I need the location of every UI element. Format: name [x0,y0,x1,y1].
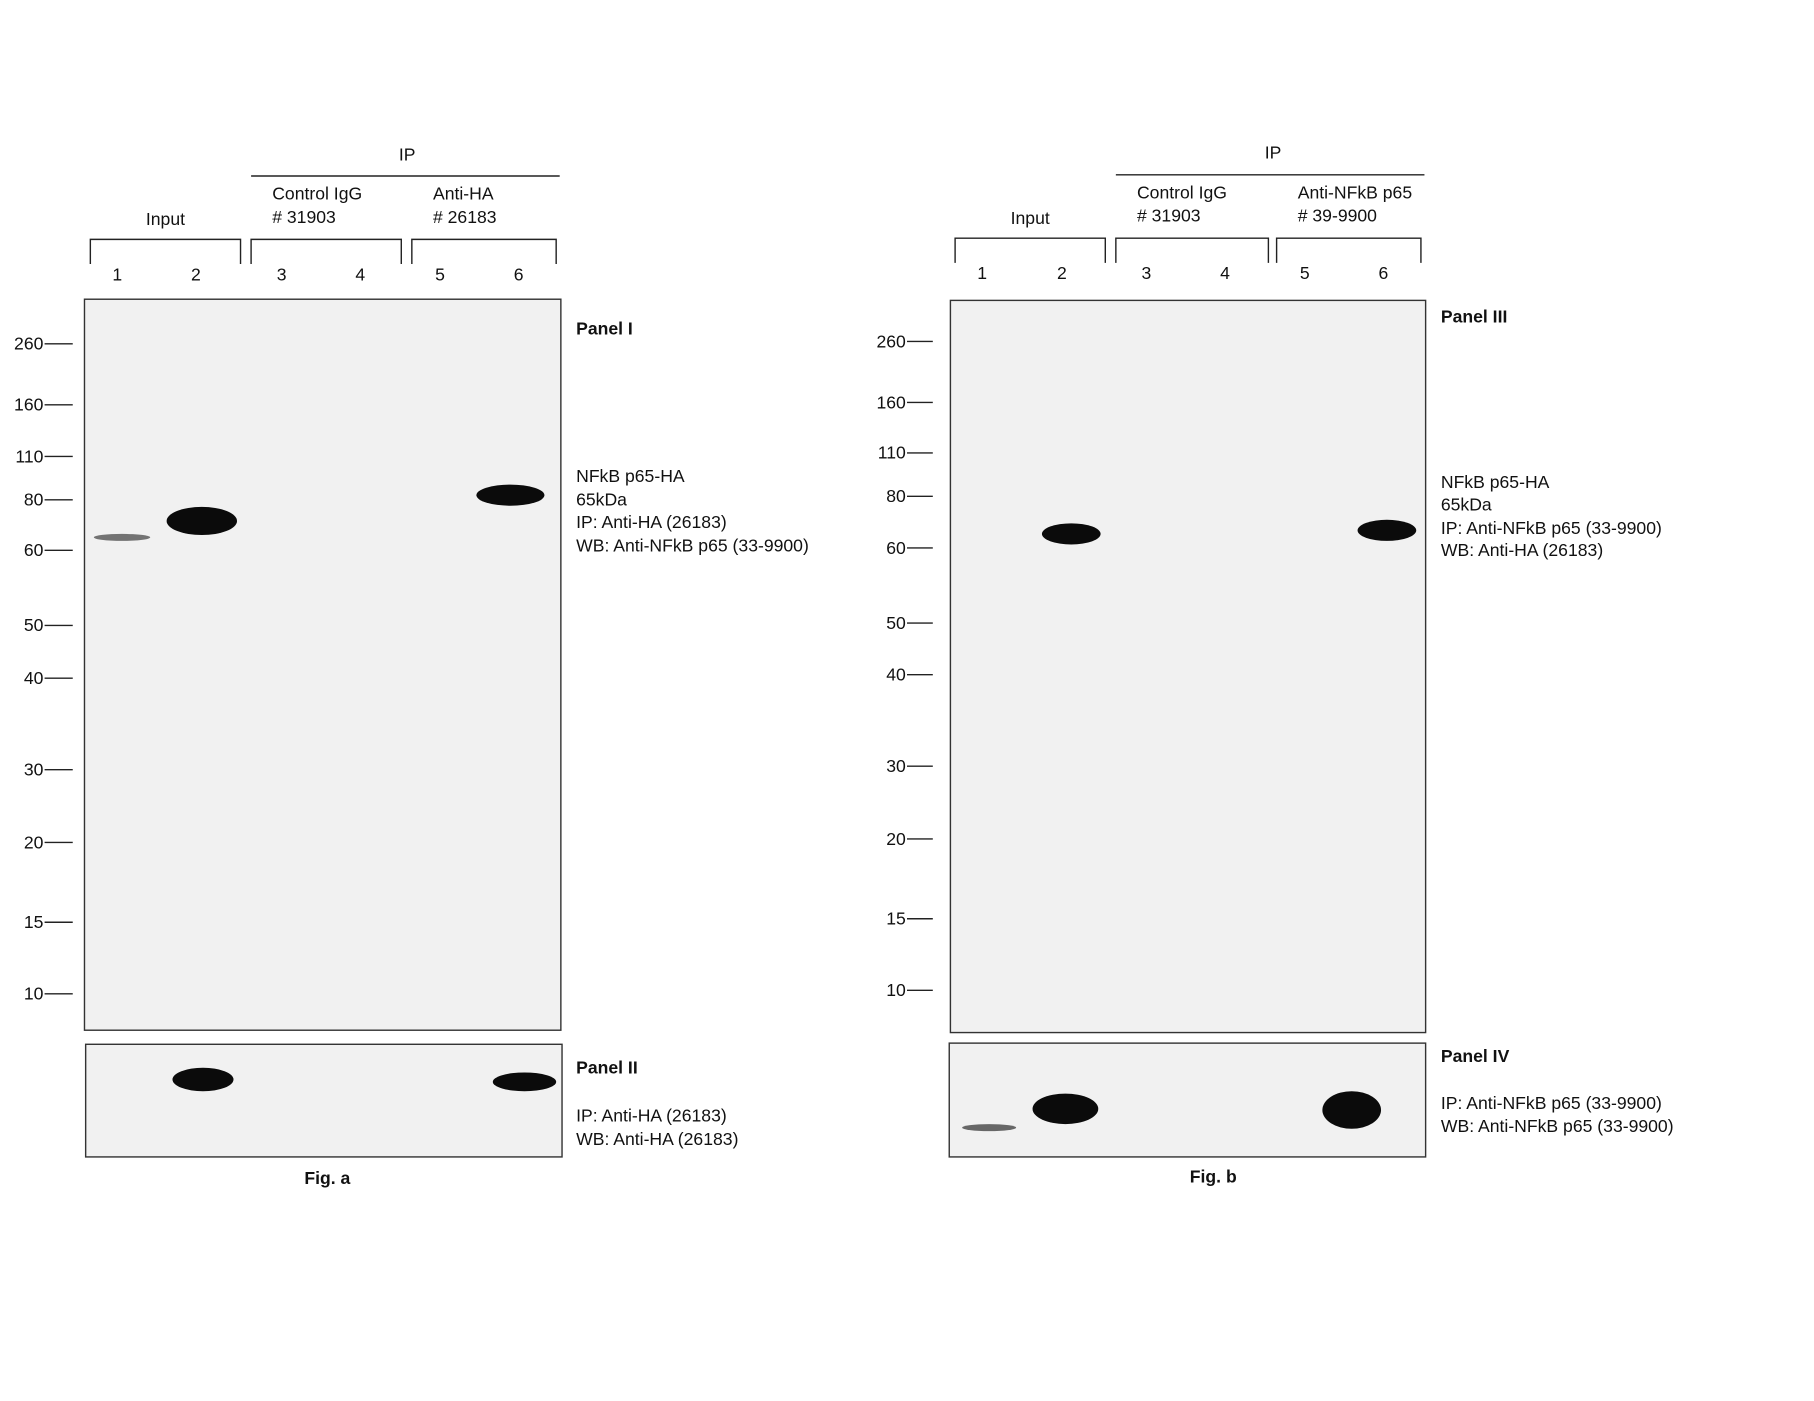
group-label: Anti-HA [433,183,494,203]
panel-name: Panel I [576,318,633,338]
panel-note: IP: Anti-HA (26183) [576,1106,727,1126]
lane-label: 5 [1300,263,1310,283]
marker-label: 160 [876,392,906,412]
marker-label: 30 [24,760,44,780]
group-label: Input [1011,208,1050,228]
lane-label: 6 [514,264,524,284]
panel-note: WB: Anti-HA (26183) [576,1129,738,1149]
group-label: Anti-NFkB p65 [1298,182,1413,202]
lane-label: 2 [1057,263,1067,283]
lane-label: 4 [1220,263,1230,283]
marker-label: 80 [886,486,906,506]
panel-note: NFkB p65-HA [1441,472,1550,492]
figure-caption: Fig. a [304,1168,350,1188]
panel-note: 65kDa [576,490,627,510]
marker-label: 260 [876,331,906,351]
band [476,484,545,506]
ip-label: IP [1265,142,1282,162]
marker-label: 30 [886,756,906,776]
band [172,1067,234,1092]
marker-label: 160 [14,395,44,415]
marker-label: 20 [24,832,44,852]
band [1041,523,1101,545]
blot-panel [84,1043,563,1158]
marker-label: 260 [14,334,44,354]
marker-label: 40 [886,665,906,685]
marker-label: 15 [886,909,906,929]
band [1032,1093,1099,1125]
marker-label: 60 [24,540,44,560]
bracket [954,237,1107,263]
panel-note: NFkB p65-HA [576,466,685,486]
panel-note: IP: Anti-NFkB p65 (33-9900) [1441,518,1662,538]
panel-note: 65kDa [1441,494,1492,514]
group-label: # 31903 [1137,206,1201,226]
marker-label: 110 [878,443,906,463]
panel-note: IP: Anti-NFkB p65 (33-9900) [1441,1093,1662,1113]
group-label: Input [146,209,185,229]
marker-label: 80 [24,490,44,510]
panel-note: WB: Anti-HA (26183) [1441,540,1603,560]
band [93,533,151,541]
lane-label: 4 [355,264,365,284]
figure-caption: Fig. b [1190,1167,1237,1187]
panel-note: WB: Anti-NFkB p65 (33-9900) [576,535,809,555]
lane-label: 1 [977,263,987,283]
panel-note: WB: Anti-NFkB p65 (33-9900) [1441,1116,1674,1136]
lane-label: 3 [277,264,287,284]
marker-label: 50 [24,615,44,635]
marker-label: 10 [886,980,906,1000]
band [1357,519,1417,541]
bracket [1115,237,1270,263]
band [962,1124,1017,1132]
marker-label: 40 [24,668,44,688]
marker-label: 10 [24,984,44,1004]
band [166,506,238,536]
group-label: # 39-9900 [1298,206,1377,226]
panel-name: Panel III [1441,307,1508,327]
bracket [1275,237,1422,263]
marker-label: 60 [886,538,906,558]
lane-label: 2 [191,264,201,284]
band [1322,1091,1382,1129]
lane-label: 6 [1378,263,1388,283]
group-label: Control IgG [1137,182,1227,202]
panel-name: Panel II [576,1058,638,1078]
blot-panel [949,299,1427,1034]
lane-label: 5 [435,264,445,284]
group-label: # 26183 [433,207,497,227]
blot-panel [83,298,562,1031]
marker-label: 110 [15,446,43,466]
panel-name: Panel IV [1441,1046,1510,1066]
group-label: # 31903 [272,207,336,227]
bracket [411,238,557,265]
bracket [250,238,402,265]
panel-note: IP: Anti-HA (26183) [576,512,727,532]
ip-label: IP [399,145,416,165]
lane-label: 3 [1141,263,1151,283]
bracket [89,238,242,265]
marker-label: 50 [886,613,906,633]
lane-label: 1 [112,264,122,284]
group-label: Control IgG [272,183,362,203]
band [492,1072,557,1092]
marker-label: 20 [886,829,906,849]
marker-label: 15 [24,912,44,932]
